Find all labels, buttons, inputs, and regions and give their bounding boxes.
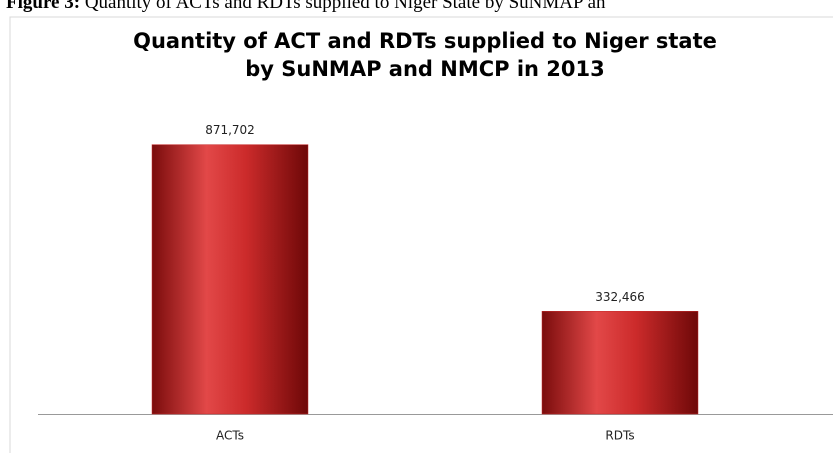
x-tick-label: RDTs: [605, 429, 634, 443]
chart-title: Quantity of ACT and RDTs supplied to Nig…: [133, 29, 717, 53]
bar: [541, 311, 699, 415]
bar: [151, 144, 309, 415]
caption-text: Quantity of ACTs and RDTs supplied to Ni…: [85, 0, 606, 13]
x-tick-label: ACTs: [216, 429, 244, 443]
chart-frame: [9, 16, 833, 453]
chart-title: by SuNMAP and NMCP in 2013: [245, 57, 605, 81]
value-label: 871,702: [205, 123, 255, 137]
value-label: 332,466: [595, 290, 645, 304]
caption-label: Figure 3:: [6, 0, 80, 13]
caption: Figure 3: Quantity of ACTs and RDTs supp…: [6, 0, 606, 13]
